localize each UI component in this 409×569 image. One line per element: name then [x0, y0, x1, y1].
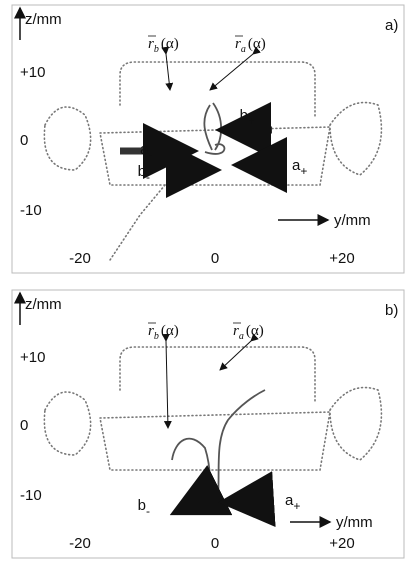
z-tick-label: 0 — [20, 417, 28, 434]
vector-pointer — [220, 341, 251, 370]
outline — [44, 107, 90, 170]
z-tick-label: +10 — [20, 64, 45, 81]
arrow-label: a+ — [285, 492, 300, 513]
z-axis-label: z/mm — [25, 11, 62, 28]
y-axis-label: y/mm — [336, 514, 373, 531]
arrow-label: b+ — [240, 107, 255, 128]
vector-label: ra(α) — [235, 36, 266, 55]
vector-label: ra(α) — [233, 323, 264, 342]
arrow-letter: b — [138, 497, 146, 514]
outline — [120, 347, 315, 403]
vector-pointer — [166, 54, 170, 90]
z-tick-label: -10 — [20, 487, 42, 504]
vector-arg: (α) — [246, 323, 264, 339]
vector-label: rb(α) — [148, 36, 179, 55]
trajectory — [172, 390, 265, 500]
vector-sub: a — [241, 44, 246, 55]
figure: z/mma)y/mm+100-10-200+20rb(α)ra(α)b+a-b-… — [0, 0, 409, 569]
arrow-sub: - — [146, 504, 150, 518]
outline — [110, 185, 165, 260]
y-axis-label: y/mm — [334, 212, 371, 229]
force-arrow — [176, 500, 200, 512]
arrow-sub: + — [248, 114, 255, 128]
arrow-label: b- — [138, 497, 150, 518]
outline — [330, 103, 381, 176]
arrow-sub: - — [146, 170, 150, 184]
arrow-letter: b — [138, 163, 146, 180]
force-arrow — [225, 500, 258, 502]
y-tick-label: +20 — [329, 535, 354, 552]
vector-arg: (α) — [161, 36, 179, 52]
z-tick-label: -10 — [20, 202, 42, 219]
outline — [44, 392, 90, 455]
y-tick-label: -20 — [69, 250, 91, 267]
y-tick-label: 0 — [211, 535, 219, 552]
panel-label: a) — [385, 17, 398, 34]
vector-sub: a — [239, 331, 244, 342]
panel-label: b) — [385, 302, 398, 319]
outline — [100, 127, 330, 185]
arrow-label: a- — [140, 141, 152, 162]
vector-label: rb(α) — [148, 323, 179, 342]
y-tick-label: +20 — [329, 250, 354, 267]
vector-pointer — [166, 341, 168, 428]
arrow-letter: b — [240, 107, 248, 124]
z-axis-label: z/mm — [25, 296, 62, 313]
trajectory — [204, 103, 224, 154]
vector-sub: b — [154, 44, 159, 55]
arrow-label: b- — [138, 163, 150, 184]
arrow-sub: + — [293, 499, 300, 513]
outline — [100, 412, 330, 470]
arrow-sub: - — [148, 148, 152, 162]
y-tick-label: 0 — [211, 250, 219, 267]
y-tick-label: -20 — [69, 535, 91, 552]
vector-arg: (α) — [161, 323, 179, 339]
arrow-sub: + — [300, 164, 307, 178]
z-tick-label: +10 — [20, 349, 45, 366]
vector-pointer — [210, 54, 253, 90]
z-tick-label: 0 — [20, 132, 28, 149]
outline — [330, 388, 381, 461]
vector-arg: (α) — [248, 36, 266, 52]
arrow-label: a+ — [292, 157, 307, 178]
vector-sub: b — [154, 331, 159, 342]
